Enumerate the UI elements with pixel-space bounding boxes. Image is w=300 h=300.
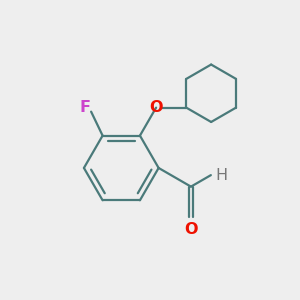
Text: O: O	[149, 100, 163, 115]
Text: F: F	[79, 100, 90, 115]
Text: O: O	[184, 222, 198, 237]
Text: H: H	[215, 168, 227, 183]
